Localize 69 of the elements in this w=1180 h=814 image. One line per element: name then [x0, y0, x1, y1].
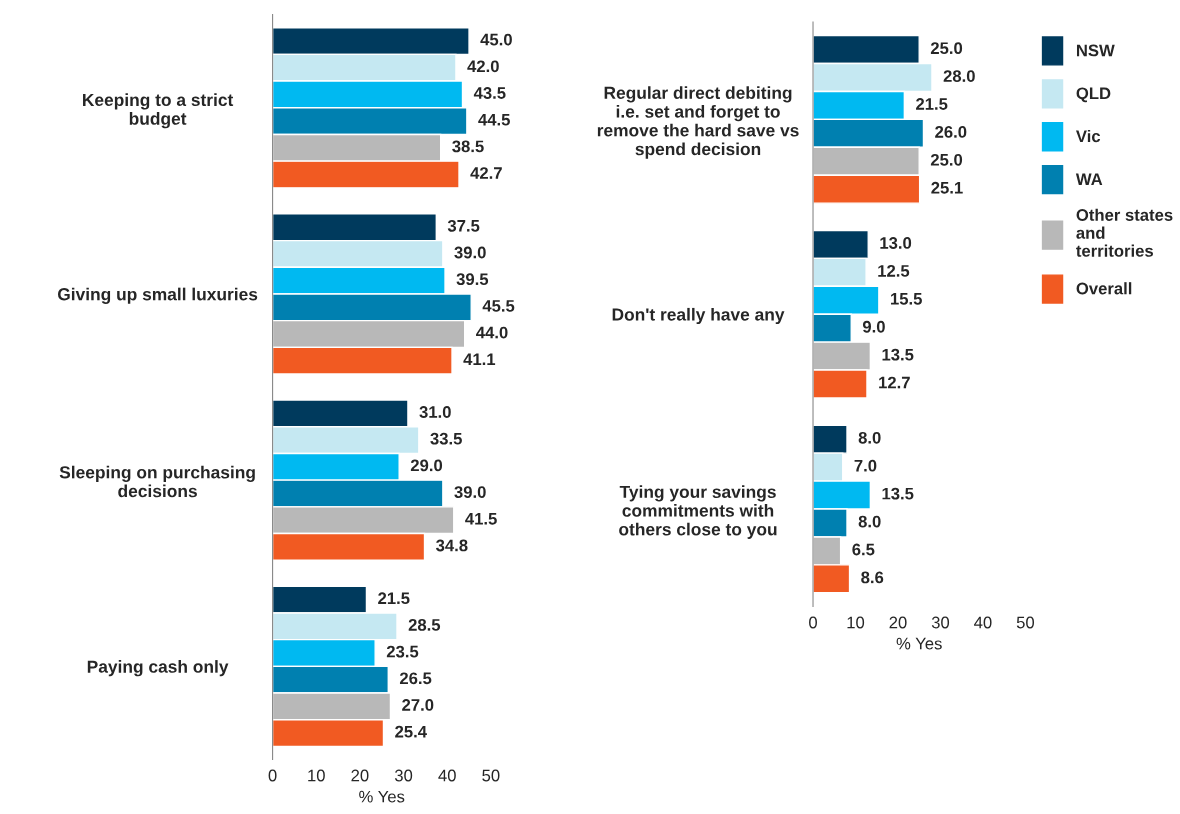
legend-label: Vic [1075, 129, 1101, 143]
data-label: 38.5 [452, 140, 484, 153]
x-tick-label: 40 [974, 616, 992, 629]
data-label: 13.5 [882, 348, 914, 361]
y-tick-label: Paying cash only [87, 660, 229, 677]
x-tick-label: 40 [438, 769, 456, 782]
x-tick-label: 20 [351, 769, 369, 782]
data-label: 39.5 [456, 273, 489, 286]
y-tick-label: Keeping to a strict budget [83, 93, 234, 129]
data-label: 45.0 [480, 33, 512, 46]
data-label: 41.5 [465, 513, 497, 525]
x-axis-title: % Yes [896, 637, 942, 650]
x-tick-label: 50 [1016, 616, 1035, 629]
data-label: 44.5 [478, 113, 510, 126]
data-label: 12.5 [878, 264, 910, 277]
x-tick-label: 0 [809, 616, 817, 629]
data-label: 9.0 [862, 320, 885, 333]
data-label: 33.5 [430, 432, 462, 445]
data-label: 8.0 [858, 515, 881, 528]
data-label: 25.1 [931, 181, 963, 194]
data-label: 43.5 [473, 87, 506, 99]
x-tick-label: 0 [268, 769, 277, 782]
data-label: 42.0 [467, 60, 499, 73]
data-label: 12.7 [879, 376, 910, 389]
data-label: 31.0 [419, 406, 451, 418]
data-label: 23.5 [386, 645, 419, 658]
data-label: 15.5 [891, 293, 922, 305]
y-tick-label: Sleeping on purchasing decisions [59, 465, 255, 498]
legend-label: Other states and territories [1076, 208, 1173, 257]
legend-label: QLD [1076, 87, 1111, 103]
legend-label: WA [1075, 173, 1103, 185]
data-label: 8.6 [861, 571, 884, 584]
data-label: 29.0 [410, 459, 443, 472]
x-tick-label: 50 [482, 769, 500, 782]
x-tick-label: 10 [847, 616, 865, 629]
data-label: 25.4 [395, 725, 427, 738]
data-label: 26.5 [399, 672, 432, 685]
data-label: 25.0 [930, 153, 963, 166]
data-label: 21.5 [378, 592, 410, 605]
data-label: 7.0 [854, 459, 877, 472]
data-label: 21.5 [916, 98, 948, 110]
legend-label: Overall [1076, 282, 1132, 295]
y-tick-label: Regular direct debiting i.e. set and forget to remove the hard save vs spend decision [597, 86, 799, 159]
data-label: 37.5 [447, 219, 480, 232]
data-label: 45.5 [482, 300, 515, 312]
legend-label: NSW [1076, 44, 1115, 57]
x-tick-label: 30 [931, 616, 950, 629]
data-label: 44.0 [476, 326, 508, 339]
data-label: 28.0 [943, 70, 975, 82]
data-label: 27.0 [402, 699, 434, 711]
data-label: 42.7 [470, 167, 502, 179]
y-tick-label: Don't really have any [612, 307, 785, 325]
data-label: 8.0 [858, 431, 881, 444]
x-tick-label: 20 [889, 616, 907, 629]
x-axis-title: % Yes [359, 790, 405, 803]
data-label: 41.1 [463, 353, 496, 365]
data-label: 39.0 [454, 486, 486, 498]
data-label: 6.5 [852, 543, 875, 556]
y-tick-label: Tying your savings commitments with others close to you [619, 485, 777, 539]
data-label: 39.0 [454, 246, 486, 259]
data-label: 28.5 [408, 619, 441, 631]
x-tick-label: 30 [394, 769, 413, 782]
data-label: 25.0 [930, 42, 963, 55]
data-label: 13.0 [880, 237, 912, 249]
x-tick-label: 10 [308, 769, 325, 782]
data-label: 26.0 [935, 126, 967, 138]
y-tick-label: Giving up small luxuries [57, 287, 258, 304]
data-label: 34.8 [436, 539, 468, 552]
data-label: 13.5 [882, 487, 914, 500]
